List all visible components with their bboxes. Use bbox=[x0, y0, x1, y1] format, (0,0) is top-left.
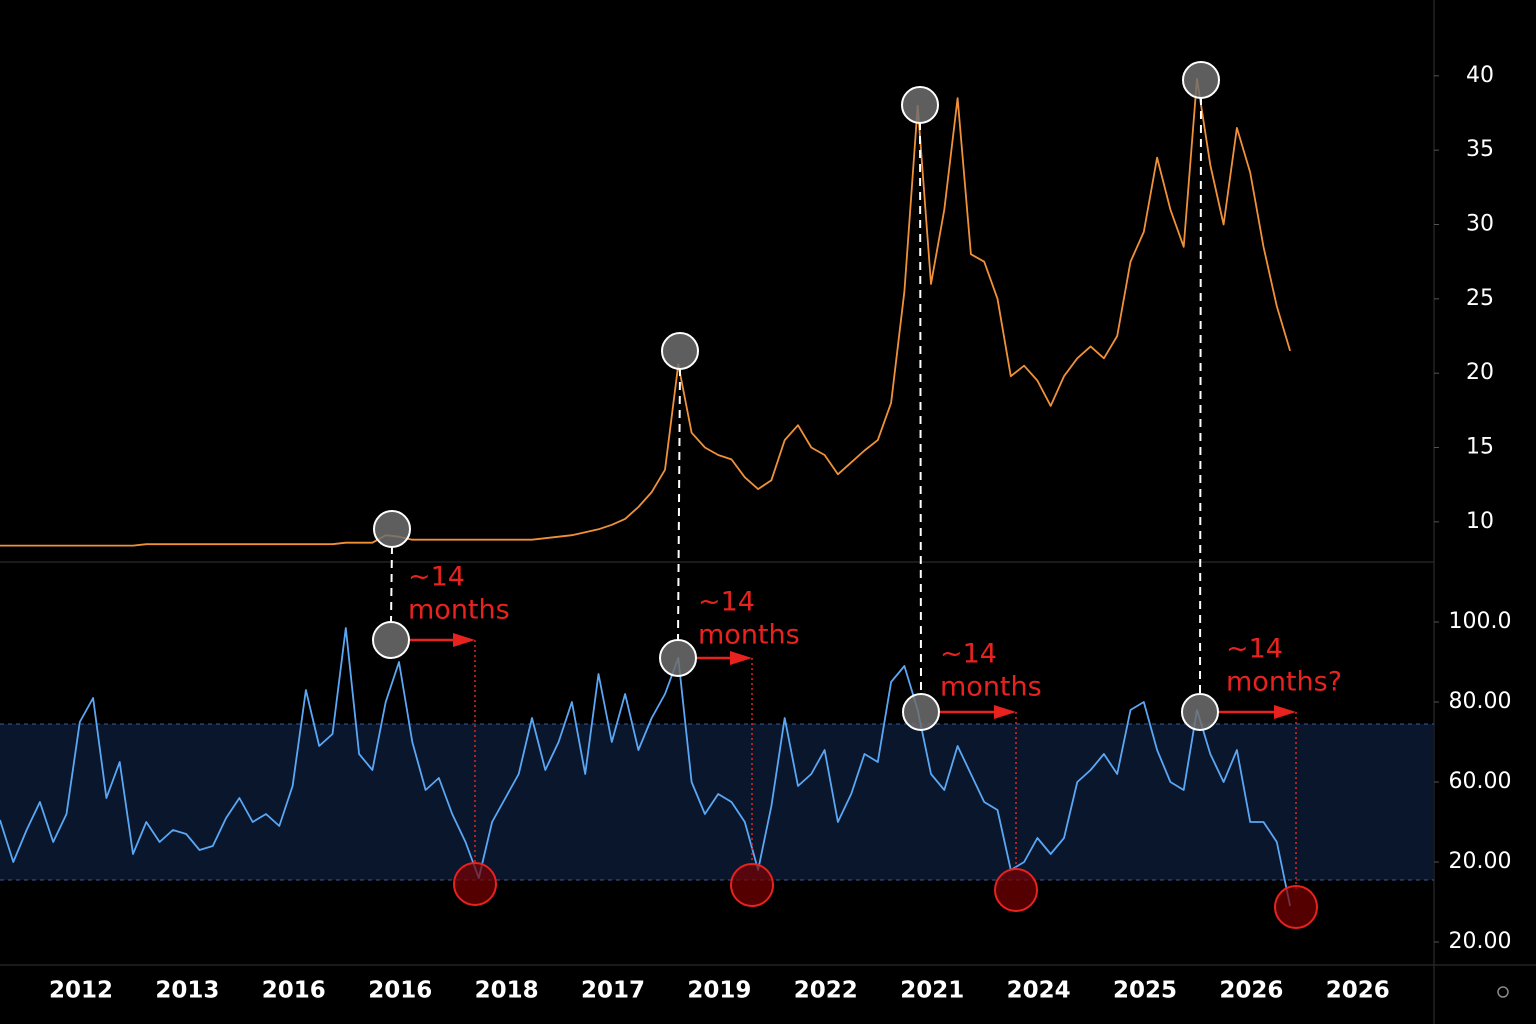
annotation: ~14 bbox=[940, 639, 997, 670]
peak-connector bbox=[677, 367, 681, 642]
peak-marker bbox=[659, 639, 697, 677]
peak-marker bbox=[902, 693, 940, 731]
annotation: months bbox=[408, 595, 510, 626]
x-tick-label: 2016 bbox=[262, 978, 326, 1004]
x-tick-label: 2026 bbox=[1326, 978, 1390, 1004]
x-tick-label: 2024 bbox=[1007, 978, 1071, 1004]
peak-marker bbox=[901, 86, 939, 124]
peak-marker bbox=[373, 510, 411, 548]
y-tick-label: 20 bbox=[1466, 360, 1494, 385]
y-tick-label: 80.00 bbox=[1449, 689, 1512, 714]
peak-marker bbox=[1181, 693, 1219, 731]
x-tick-label: 2012 bbox=[49, 978, 113, 1004]
arrow-head bbox=[1274, 705, 1296, 719]
y-tick-label: 20.00 bbox=[1449, 929, 1512, 954]
x-tick-label: 2013 bbox=[155, 978, 219, 1004]
y-tick-label: 10 bbox=[1466, 509, 1494, 534]
annotation: months bbox=[940, 672, 1042, 703]
arrow-head bbox=[453, 633, 475, 647]
x-tick-label: 2019 bbox=[687, 978, 751, 1004]
annotation: months? bbox=[1226, 667, 1342, 698]
arrow-head bbox=[994, 705, 1016, 719]
y-tick-label: 15 bbox=[1466, 435, 1494, 460]
y-tick-label: 100.0 bbox=[1449, 609, 1512, 634]
arrow-head bbox=[730, 651, 752, 665]
y-tick-label: 30 bbox=[1466, 212, 1494, 237]
peak-marker bbox=[1182, 61, 1220, 99]
line-series bbox=[0, 627, 1291, 907]
x-tick-label: 2018 bbox=[475, 978, 539, 1004]
y-tick-label: 20.00 bbox=[1449, 849, 1512, 874]
y-tick-label: 25 bbox=[1466, 286, 1494, 311]
peak-connector bbox=[1199, 96, 1202, 696]
x-tick-label: 2022 bbox=[794, 978, 858, 1004]
y-tick-label: 35 bbox=[1466, 137, 1494, 162]
peak-connector bbox=[919, 121, 922, 696]
trough-marker bbox=[453, 862, 497, 906]
peak-marker bbox=[661, 332, 699, 370]
x-tick-label: 2025 bbox=[1113, 978, 1177, 1004]
x-tick-label: 2016 bbox=[368, 978, 432, 1004]
peak-marker bbox=[372, 621, 410, 659]
x-tick-label: 2026 bbox=[1219, 978, 1283, 1004]
line-series bbox=[0, 77, 1291, 547]
annotation: ~14 bbox=[1226, 634, 1283, 665]
x-tick-label: 2021 bbox=[900, 978, 964, 1004]
trough-marker bbox=[1274, 885, 1318, 929]
band-fill bbox=[0, 724, 1434, 880]
trough-marker bbox=[994, 868, 1038, 912]
y-tick-label: 60.00 bbox=[1449, 769, 1512, 794]
settings-icon[interactable] bbox=[1497, 986, 1509, 998]
y-tick-label: 40 bbox=[1466, 63, 1494, 88]
annotation: ~14 bbox=[698, 587, 755, 618]
annotation: months bbox=[698, 620, 800, 651]
annotation: ~14 bbox=[408, 562, 465, 593]
x-tick-label: 2017 bbox=[581, 978, 645, 1004]
trough-marker bbox=[730, 863, 774, 907]
